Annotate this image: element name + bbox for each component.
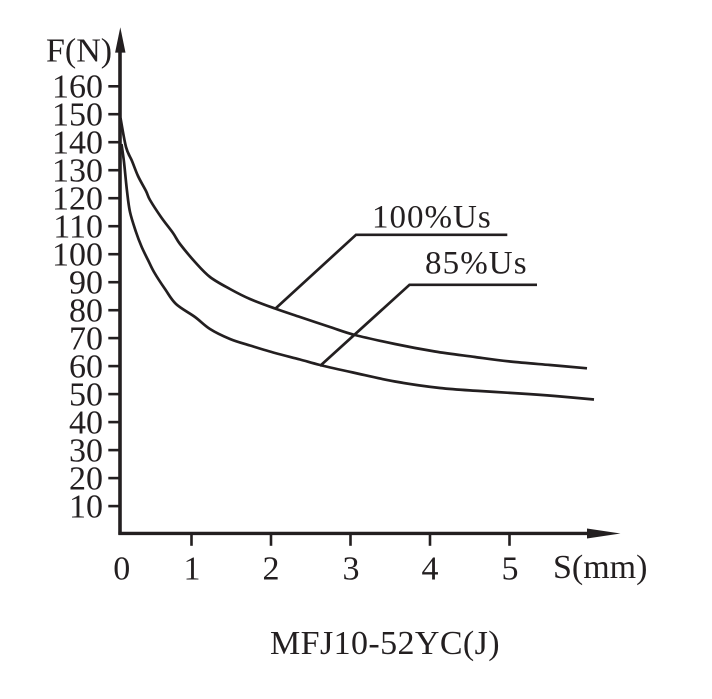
svg-text:4: 4 bbox=[422, 551, 439, 588]
svg-text:20: 20 bbox=[69, 460, 103, 497]
svg-text:5: 5 bbox=[502, 551, 519, 588]
svg-text:S(mm): S(mm) bbox=[553, 549, 647, 586]
svg-text:MFJ10-52YC(J): MFJ10-52YC(J) bbox=[270, 625, 500, 662]
svg-text:100: 100 bbox=[52, 236, 103, 273]
svg-text:85%Us: 85%Us bbox=[425, 245, 528, 281]
svg-text:130: 130 bbox=[52, 152, 103, 189]
svg-text:F(N): F(N) bbox=[46, 33, 112, 70]
svg-text:90: 90 bbox=[69, 264, 103, 301]
svg-text:100%Us: 100%Us bbox=[372, 199, 492, 235]
svg-text:2: 2 bbox=[263, 551, 280, 588]
svg-text:50: 50 bbox=[69, 376, 103, 413]
svg-text:70: 70 bbox=[69, 320, 103, 357]
svg-text:10: 10 bbox=[69, 488, 103, 525]
svg-text:60: 60 bbox=[69, 348, 103, 385]
svg-text:120: 120 bbox=[52, 180, 103, 217]
svg-text:160: 160 bbox=[52, 69, 103, 106]
svg-text:1: 1 bbox=[184, 551, 201, 588]
svg-text:0: 0 bbox=[113, 551, 130, 588]
svg-text:3: 3 bbox=[343, 551, 360, 588]
svg-text:110: 110 bbox=[53, 208, 103, 245]
svg-text:40: 40 bbox=[69, 404, 103, 441]
svg-text:140: 140 bbox=[52, 124, 103, 161]
svg-text:80: 80 bbox=[69, 292, 103, 329]
svg-text:30: 30 bbox=[69, 432, 103, 469]
svg-text:150: 150 bbox=[52, 96, 103, 133]
